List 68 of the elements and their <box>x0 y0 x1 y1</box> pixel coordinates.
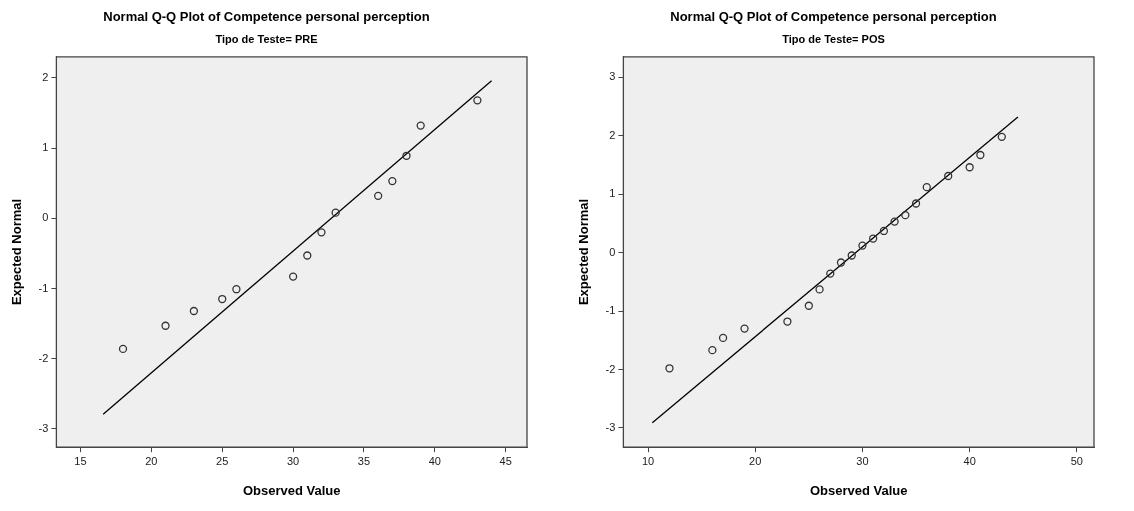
point <box>997 132 1006 142</box>
chart-title: Normal Q-Q Plot of Competence personal perception <box>103 9 430 25</box>
y-tick-label: 2 <box>42 70 49 83</box>
point <box>965 163 974 172</box>
y-tick-label: -2 <box>605 362 616 375</box>
x-tick-label: 50 <box>1070 454 1083 467</box>
point <box>161 321 170 330</box>
point <box>402 151 411 160</box>
x-tick-label: 30 <box>856 454 869 467</box>
x-tick-label: 20 <box>749 454 762 467</box>
y-tick-label: 3 <box>609 70 616 83</box>
point <box>218 294 227 304</box>
point <box>189 306 199 316</box>
y-tick-label: -3 <box>38 421 49 434</box>
point <box>976 150 985 160</box>
x-tick-label: 25 <box>216 454 229 467</box>
y-tick-label: 0 <box>609 245 616 258</box>
point <box>288 272 298 281</box>
x-tick-label: 10 <box>641 454 655 467</box>
point <box>388 176 397 186</box>
y-tick-label: 1 <box>609 187 616 200</box>
y-tick-label: 0 <box>42 211 49 224</box>
point <box>869 234 878 243</box>
point <box>922 182 931 192</box>
x-tick-label: 40 <box>428 454 441 467</box>
y-tick-label: 1 <box>42 141 49 154</box>
y-tick-label: -1 <box>38 281 49 294</box>
point <box>232 285 241 294</box>
point <box>815 285 824 294</box>
chart-subtitle: Tipo de Teste= POS <box>782 33 885 46</box>
point <box>911 199 921 208</box>
y-axis-title: Expected Normal <box>9 198 25 306</box>
point <box>826 269 835 278</box>
point <box>740 324 749 333</box>
x-tick-label: 20 <box>145 454 158 467</box>
point <box>303 251 312 260</box>
x-tick-label: 40 <box>963 454 976 467</box>
point <box>879 226 889 236</box>
x-tick-label: 45 <box>499 454 512 467</box>
point <box>944 171 953 181</box>
y-tick-label: -2 <box>38 351 49 364</box>
point <box>901 211 910 220</box>
point <box>804 301 813 310</box>
point <box>708 346 717 355</box>
y-tick-label: -3 <box>605 420 616 433</box>
point <box>890 217 899 226</box>
point <box>473 96 482 105</box>
y-tick-label: -1 <box>605 304 616 317</box>
x-axis-title: Observed Value <box>809 482 908 498</box>
point <box>718 333 728 343</box>
point <box>847 251 856 260</box>
point <box>416 121 425 130</box>
x-tick-label: 35 <box>357 454 371 467</box>
point <box>118 344 128 354</box>
point <box>374 191 383 200</box>
point <box>331 208 340 217</box>
point <box>836 258 846 267</box>
x-axis-title: Observed Value <box>242 482 341 498</box>
point <box>317 228 326 237</box>
chart-title: Normal Q-Q Plot of Competence personal perception <box>670 9 997 25</box>
point <box>783 317 792 326</box>
x-tick-label: 30 <box>286 454 300 467</box>
point <box>858 241 867 250</box>
point <box>665 364 674 373</box>
chart-subtitle: Tipo de Teste= PRE <box>215 33 318 46</box>
y-tick-label: 2 <box>609 128 616 141</box>
y-axis-title: Expected Normal <box>576 198 592 306</box>
x-tick-label: 15 <box>74 454 87 467</box>
